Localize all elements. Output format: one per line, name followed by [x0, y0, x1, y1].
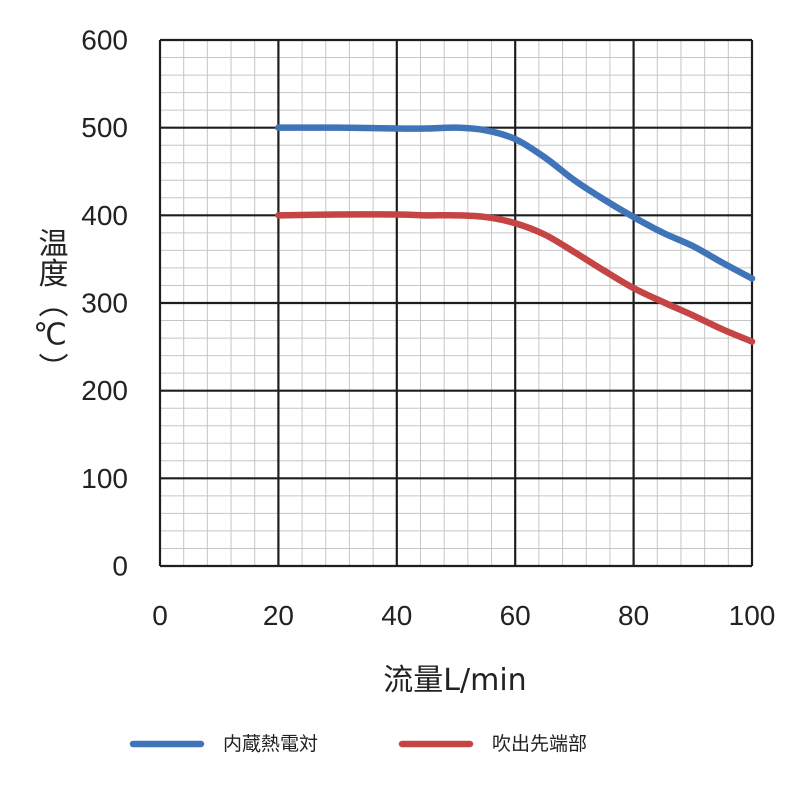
x-tick-label: 80 — [618, 600, 649, 631]
legend-label-1: 内蔵熱電対 — [223, 733, 318, 755]
legend: 内蔵熱電対 吹出先端部 — [129, 733, 587, 755]
y-tick-label: 200 — [81, 375, 128, 406]
x-tick-label: 20 — [263, 600, 294, 631]
x-tick-label: 60 — [500, 600, 531, 631]
x-tick-label: 0 — [152, 600, 168, 631]
y-tick-label: 400 — [81, 200, 128, 231]
series-line-1 — [275, 124, 756, 282]
x-axis-label: 流量L/min — [383, 663, 526, 698]
y-axis-label: 温度（℃） — [33, 228, 69, 383]
y-tick-label: 500 — [81, 112, 128, 143]
major-gridlines — [158, 38, 754, 568]
y-tick-labels: 0 100 200 300 400 500 600 — [81, 25, 128, 582]
series-lines — [275, 124, 756, 345]
x-tick-labels: 0 20 40 60 80 100 — [152, 600, 775, 631]
x-tick-label: 100 — [729, 600, 776, 631]
legend-label-2: 吹出先端部 — [492, 733, 587, 755]
y-tick-label: 0 — [112, 551, 128, 582]
series-line-2 — [275, 211, 756, 345]
x-tick-label: 40 — [381, 600, 412, 631]
y-tick-label: 100 — [81, 463, 128, 494]
y-tick-label: 300 — [81, 288, 128, 319]
y-tick-label: 600 — [81, 25, 128, 56]
